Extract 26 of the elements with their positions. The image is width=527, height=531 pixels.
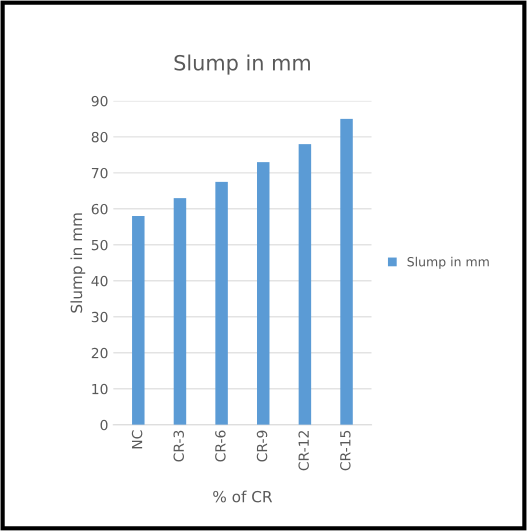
y-tick-label: 0 [100,420,108,430]
bar [340,118,353,425]
x-tick-label: CR-15 [340,430,351,470]
y-tick-label: 80 [92,132,108,142]
y-tick-label: 50 [92,240,108,250]
legend-label: Slump in mm [408,256,489,269]
bar [215,182,228,425]
x-axis-title: % of CR [213,490,272,502]
x-tick-label: CR-3 [173,430,184,462]
x-tick-label: CR-12 [298,431,309,470]
bar [174,198,186,425]
bar [298,144,312,425]
bar [256,162,270,425]
x-tick-label: CR-6 [215,430,226,462]
chart-title: Slump in mm [174,54,310,75]
y-axis-title: Slump in mm [70,213,86,313]
y-tick-label: 90 [92,96,108,106]
y-tick-label: 70 [92,168,108,178]
x-tick-label: NC [132,430,142,448]
y-tick-label: 10 [92,384,108,394]
y-tick-label: 60 [92,204,108,214]
y-tick-label: 30 [92,312,108,322]
y-tick-label: 20 [92,348,108,358]
x-tick-label: CR-9 [256,430,268,462]
bar [132,216,145,425]
y-tick-label: 40 [91,276,108,286]
